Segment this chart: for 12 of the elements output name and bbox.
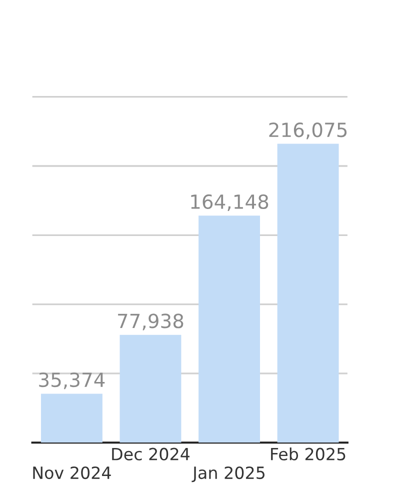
x-tick-label: Jan 2025 bbox=[192, 466, 265, 482]
data-label: 216,075 bbox=[269, 122, 347, 140]
x-tick-label: Feb 2025 bbox=[271, 448, 346, 460]
data-label: 77,938 bbox=[118, 314, 184, 330]
bar bbox=[120, 334, 182, 443]
x-tick-label: Dec 2024 bbox=[112, 448, 190, 460]
data-label: 35,374 bbox=[39, 372, 105, 390]
bar bbox=[277, 144, 339, 443]
bar bbox=[198, 216, 260, 443]
x-tick-label: Nov 2024 bbox=[33, 466, 111, 480]
data-label: 164,148 bbox=[191, 194, 268, 212]
bar bbox=[40, 394, 102, 443]
